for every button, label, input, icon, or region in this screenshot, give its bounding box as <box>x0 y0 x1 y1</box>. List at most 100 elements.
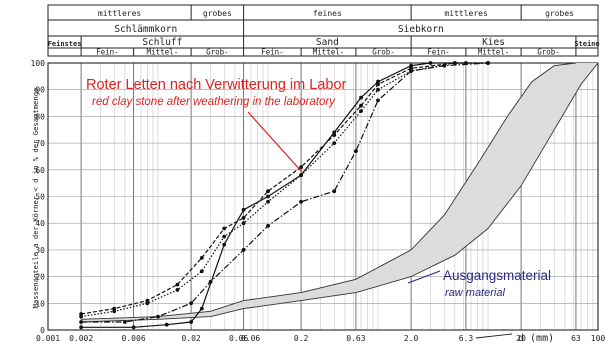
x-tick-label: 100 <box>591 334 605 343</box>
weathered-data-point <box>175 282 180 287</box>
weathered-data-point <box>453 61 457 65</box>
y-tick-label: 40 <box>35 219 45 228</box>
x-tick-label: 0.001 <box>36 334 60 343</box>
header-row4-label: Grob- <box>206 48 229 57</box>
y-tick-label: 0 <box>40 326 45 335</box>
weathered-data-point <box>189 320 194 324</box>
raw-band-fill <box>81 63 599 322</box>
y-axis-label: Massenanteile a der Körner < d in % der … <box>31 88 40 309</box>
x-axis-label: d (mm) <box>518 333 554 344</box>
y-tick-label: 30 <box>35 246 45 255</box>
weathered-data-point <box>266 194 270 199</box>
weathered-data-point <box>359 95 363 100</box>
weathered-data-point <box>332 130 337 135</box>
header-row4-label: Grob- <box>537 48 560 57</box>
header-row2-label: Schlämmkorn <box>114 24 177 35</box>
weathered-data-point <box>131 325 136 330</box>
weathered-label-de: Roter Letten nach Verwitterung im Labor <box>86 77 347 93</box>
x-tick-label: 0.002 <box>69 334 93 343</box>
weathered-series-group <box>79 61 490 330</box>
weathered-data-point <box>145 301 150 306</box>
x-tick-label: 0.06 <box>241 334 260 343</box>
weathered-data-point <box>299 199 303 204</box>
weathered-callout-line <box>247 111 303 173</box>
header-row1-label: mittleres <box>444 9 488 18</box>
weathered-data-point <box>112 306 117 311</box>
y-tick-label: 50 <box>35 193 45 202</box>
raw-band-upper-line <box>81 62 576 320</box>
header-row2-label: Siebkorn <box>398 24 444 35</box>
raw-band-lower-line <box>81 62 599 323</box>
weathered-label-en: red clay stone after weathering in the l… <box>92 96 336 108</box>
weathered-data-point <box>332 133 337 138</box>
weathered-data-point <box>428 61 433 65</box>
x-tick-label: 0.63 <box>346 334 365 343</box>
header-row4-label: Grob- <box>372 48 395 57</box>
weathered-data-point <box>266 199 270 204</box>
header-row1-label: feines <box>313 9 342 18</box>
weathered-data-point <box>79 325 83 330</box>
header-row3-label: Sand <box>316 37 339 48</box>
weathered-data-point <box>145 298 150 303</box>
classification-header: mittleres grobes feines mittleres grobes Schl… <box>47 4 600 57</box>
weathered-data-point <box>266 189 270 194</box>
annotations: Roter Letten nach Verwitterung im Labor … <box>86 77 551 299</box>
weathered-data-point <box>376 79 380 84</box>
header-row1-label: grobes <box>545 9 574 18</box>
x-tick-label: 0.2 <box>294 334 309 343</box>
raw-callout-line <box>407 270 441 284</box>
y-tick-label: 20 <box>35 273 45 282</box>
raw-label-de: Ausgangsmaterial <box>443 268 551 283</box>
plot-frame <box>47 62 599 331</box>
weathered-data-point <box>332 189 337 194</box>
header-row1-label: mittleres <box>98 9 142 18</box>
weathered-data-point <box>266 224 270 228</box>
weathered-data-point <box>79 312 83 316</box>
x-tick-label: 6.3 <box>459 334 474 343</box>
y-tick-label: 90 <box>35 86 45 95</box>
weathered-data-point <box>199 256 204 260</box>
weathered-data-point <box>222 242 227 247</box>
weathered-data-point <box>409 69 413 73</box>
weathered-data-point <box>359 103 363 108</box>
axis-ticks: 0 10 20 30 40 50 60 70 80 90 100 0.001 0.002 0.006 0.0… <box>31 59 605 343</box>
weathered-data-point <box>199 306 204 311</box>
y-tick-label: 10 <box>35 299 45 308</box>
weathered-data-point <box>486 61 490 65</box>
header-row3-label: Kies <box>482 37 505 48</box>
y-tick-label: 70 <box>35 139 45 148</box>
weathered-data-point <box>409 66 413 71</box>
weathered-data-point <box>241 207 246 212</box>
header-row4-label: Fein- <box>427 48 450 57</box>
weathered-data-point <box>241 248 246 252</box>
y-tick-label: 60 <box>35 166 45 175</box>
weathered-data-point <box>241 216 246 220</box>
weathered-data-point <box>299 173 303 178</box>
header-row4-label: Mittel- <box>478 48 510 57</box>
weathered-data-point <box>208 280 213 284</box>
weathered-data-point <box>376 82 380 87</box>
weathered-data-point <box>376 87 380 92</box>
weathered-data-point <box>189 301 194 306</box>
weathered-data-point <box>354 149 358 154</box>
header-row4-label: Mittel- <box>147 48 179 57</box>
x-tick-label: 0.006 <box>122 334 146 343</box>
y-tick-label: 100 <box>31 59 46 68</box>
x-tick-label: 0.06 <box>229 334 248 343</box>
x-tick-label: 20 <box>516 334 526 343</box>
header-row3-label: Steine <box>574 40 599 48</box>
x-tick-label: 63 <box>571 334 581 343</box>
weathered-data-point <box>332 141 337 146</box>
weathered-series-line <box>81 62 489 323</box>
weathered-data-point <box>79 320 83 324</box>
weathered-data-point <box>123 320 127 324</box>
weathered-data-point <box>156 314 160 319</box>
weathered-data-point <box>222 226 227 231</box>
weathered-series-line <box>81 62 488 315</box>
weathered-data-point <box>376 98 380 103</box>
raw-label-en: raw material <box>445 287 505 299</box>
x-tick-label: 2.0 <box>404 334 419 343</box>
weathered-data-point <box>222 234 227 239</box>
header-row4-label: Fein- <box>261 48 284 57</box>
